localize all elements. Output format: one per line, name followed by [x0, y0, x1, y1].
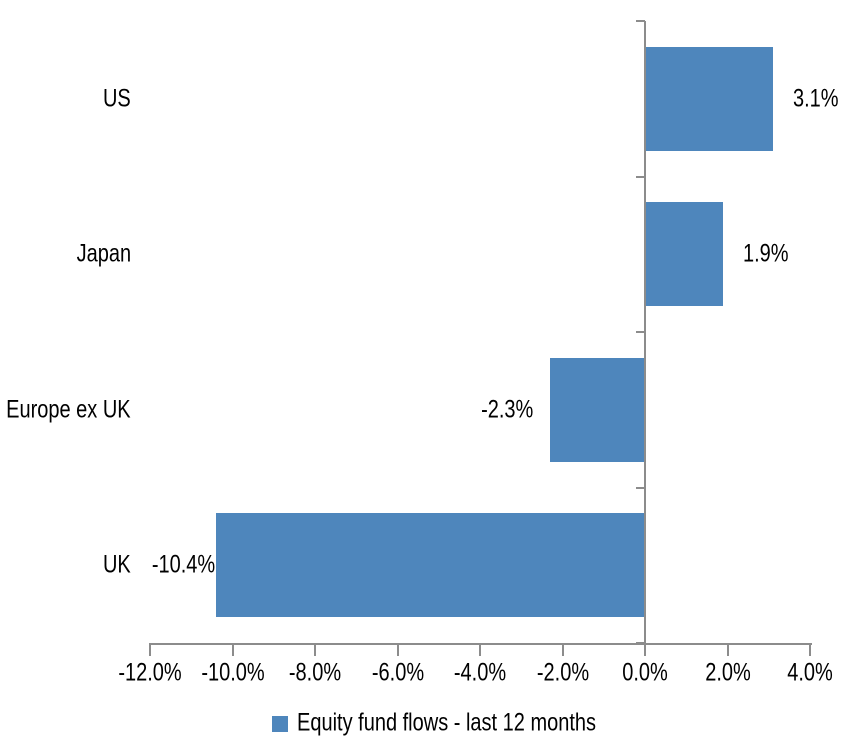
x-tick-label-2-0: -2.0%: [536, 658, 589, 687]
bar-us: [645, 46, 773, 151]
x-tick-6-0: [396, 643, 399, 656]
category-label-europe-ex-uk: Europe ex UK: [6, 395, 131, 424]
x-tick-label-8-0: -8.0%: [288, 658, 342, 687]
y-axis-line: [644, 21, 646, 656]
data-label-us: 3.1%: [792, 84, 839, 113]
x-tick-10-0: [231, 643, 234, 656]
x-axis-line: [150, 643, 812, 645]
bar-europe-ex-uk: [550, 357, 645, 462]
legend-marker-icon: [272, 716, 288, 732]
y-tick-boundary-3: [636, 486, 645, 489]
y-tick-boundary-0: [636, 20, 645, 22]
data-label-japan: 1.9%: [743, 239, 789, 268]
x-tick-12-0: [149, 643, 151, 656]
bar-japan: [645, 202, 724, 307]
x-tick-4-0: [809, 643, 811, 656]
y-tick-boundary-1: [636, 175, 645, 178]
x-tick-label-10-0: -10.0%: [200, 658, 265, 687]
bar-uk: [216, 513, 645, 618]
x-tick-label-2-0: 2.0%: [704, 658, 751, 687]
x-tick-2-0: [726, 643, 729, 656]
x-tick-label-6-0: -6.0%: [371, 658, 424, 687]
category-label-us: US: [103, 84, 131, 113]
x-tick-label-4-0: -4.0%: [453, 658, 507, 687]
data-label-europe-ex-uk: -2.3%: [480, 395, 534, 424]
category-label-japan: Japan: [76, 239, 132, 268]
legend-label: Equity fund flows - last 12 months: [297, 708, 597, 737]
x-tick-2-0: [561, 643, 564, 656]
category-label-uk: UK: [103, 550, 131, 579]
x-tick-label-4-0: 4.0%: [787, 658, 833, 687]
x-tick-label-12-0: -12.0%: [118, 658, 182, 687]
x-tick-8-0: [314, 643, 316, 656]
x-tick-label-0-0: 0.0%: [622, 658, 668, 687]
y-tick-boundary-2: [636, 331, 645, 333]
data-label-uk: -10.4%: [151, 550, 215, 579]
x-tick-4-0: [479, 643, 481, 656]
